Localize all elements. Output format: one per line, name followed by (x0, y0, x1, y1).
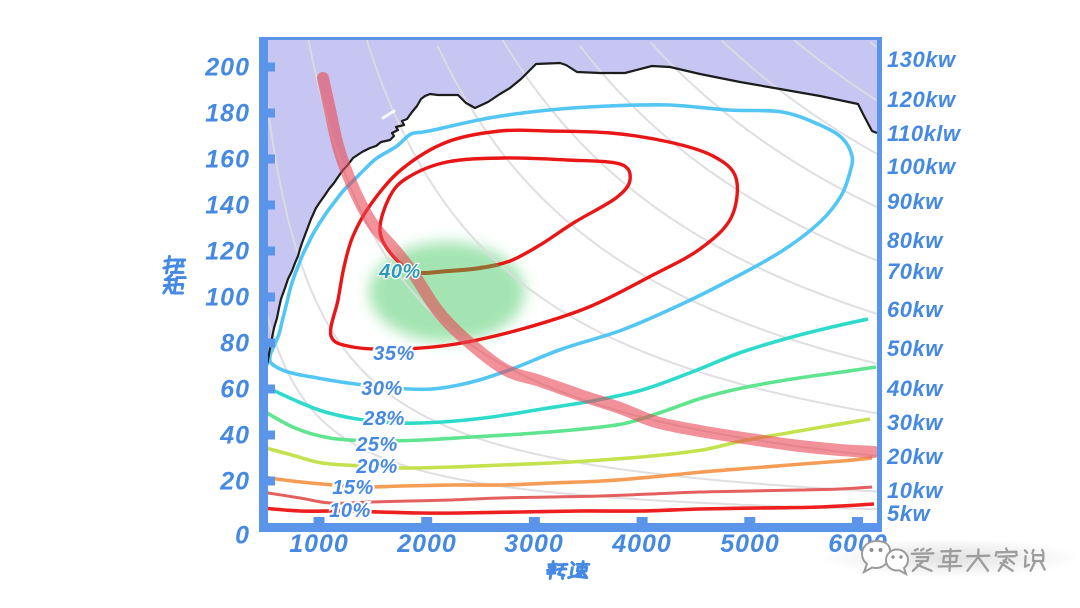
svg-text:30%: 30% (361, 378, 403, 400)
svg-text:20: 20 (219, 468, 250, 496)
svg-text:90kw: 90kw (887, 189, 944, 214)
svg-text:100kw: 100kw (887, 154, 957, 179)
svg-text:40: 40 (219, 422, 250, 450)
svg-text:80: 80 (220, 330, 250, 358)
svg-text:30kw: 30kw (887, 410, 944, 435)
svg-text:15%: 15% (332, 477, 374, 499)
svg-text:180: 180 (205, 100, 250, 128)
svg-text:40%: 40% (378, 261, 421, 283)
svg-text:4000: 4000 (611, 530, 672, 558)
svg-text:130kw: 130kw (887, 47, 957, 72)
svg-text:110klw: 110klw (887, 121, 962, 146)
svg-text:120kw: 120kw (887, 87, 957, 112)
svg-text:160: 160 (205, 146, 250, 174)
svg-text:200: 200 (204, 54, 250, 82)
svg-text:60: 60 (220, 376, 250, 404)
svg-text:70kw: 70kw (887, 259, 944, 284)
svg-text:100: 100 (205, 284, 250, 312)
svg-text:5kw: 5kw (887, 501, 931, 526)
svg-text:28%: 28% (362, 408, 405, 430)
svg-text:60kw: 60kw (887, 297, 944, 322)
svg-text:2000: 2000 (396, 530, 457, 558)
svg-text:3000: 3000 (504, 530, 564, 558)
svg-text:10kw: 10kw (887, 478, 944, 503)
svg-text:120: 120 (205, 238, 250, 266)
svg-text:20%: 20% (355, 456, 398, 478)
svg-text:5000: 5000 (720, 530, 780, 558)
svg-text:10%: 10% (329, 500, 371, 522)
svg-text:40kw: 40kw (886, 376, 944, 401)
svg-text:0: 0 (235, 522, 250, 550)
svg-text:20kw: 20kw (886, 444, 944, 469)
svg-text:1000: 1000 (289, 530, 349, 558)
svg-text:35%: 35% (373, 343, 415, 365)
svg-text:50kw: 50kw (887, 336, 944, 361)
svg-text:25%: 25% (355, 434, 398, 456)
svg-text:80kw: 80kw (887, 228, 944, 253)
svg-text:140: 140 (205, 192, 250, 220)
